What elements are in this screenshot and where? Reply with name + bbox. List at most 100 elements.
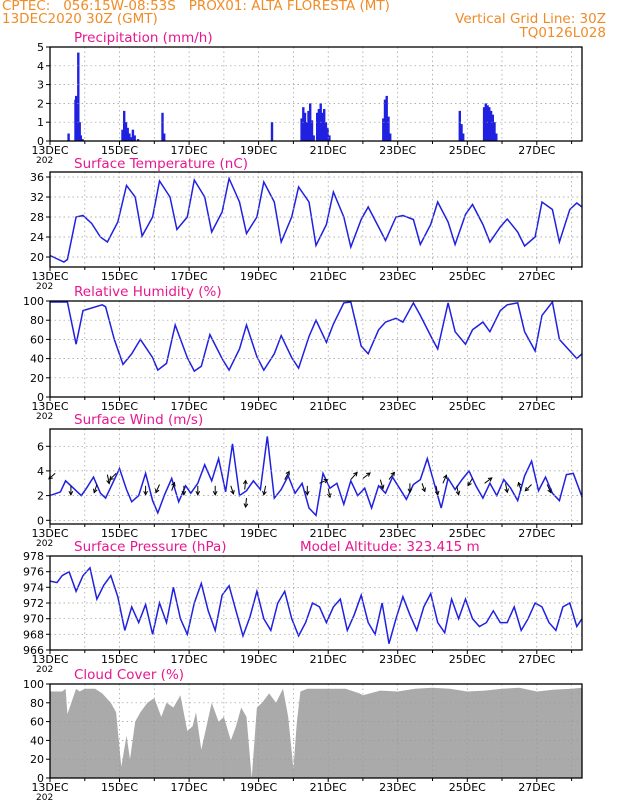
precip-bar [78,122,81,141]
wind-arrow-shaft [93,484,98,493]
precip-frame [49,46,583,142]
humidity-ytick-label: 0 [37,391,44,404]
temperature-ytick-label: 28 [30,211,44,224]
precip-ytick-label: 4 [37,60,44,73]
wind-arrow-head [366,472,371,477]
temperature-xtick-label: 13DEC [31,270,68,283]
wind-ytick-label: 4 [37,465,44,478]
pressure-ytick-label: 972 [23,597,44,610]
temperature-ytick-label: 36 [30,171,44,184]
precip-bar [81,139,84,141]
wind-series-line [49,436,583,518]
temperature-year-fragment: 202 [36,282,53,292]
temperature-ytick-label: 24 [30,231,44,244]
wind-arrow-head [285,470,290,476]
pressure-annotation: Model Altitude: 323.415 m [300,539,480,555]
precip-xtick-label: 27DEC [518,144,555,157]
precip-bar [300,118,303,141]
temperature-xtick-label: 23DEC [379,270,416,283]
wind-arrow-head [195,490,201,496]
cloud-area [50,687,582,778]
precip-ytick-label: 5 [37,41,44,54]
temperature-xtick-label: 17DEC [171,270,208,283]
cloud-ytick-label: 0 [37,772,44,785]
wind-arrow-shaft [442,474,447,484]
precip-xtick-label: 19DEC [240,144,277,157]
wind-arrow-shaft [230,485,234,495]
humidity-ytick-label: 20 [30,372,44,385]
precip-bar [488,107,491,141]
wind-year-fragment: 202 [36,539,53,549]
humidity-xtick-label: 15DEC [101,400,138,413]
precip-bar [136,139,140,141]
precip-bar [121,129,124,141]
precip-bar [323,109,326,141]
wind-xtick-label: 27DEC [518,527,555,540]
cloud-ytick-label: 20 [30,753,44,766]
precip-bar [317,109,321,141]
wind-arrow-head [304,490,310,496]
wind-arrow-head [487,477,493,482]
humidity-series-line [50,300,583,373]
wind-ytick-label: 0 [37,514,44,527]
wind-arrow-head [524,486,530,492]
wind-arrow-head [455,490,461,496]
temperature-frame [49,171,583,268]
wind-arrow-head [243,503,249,509]
header-grid-line-note: Vertical Grid Line: 30Z [455,11,606,27]
wind-arrow-shaft [518,482,522,491]
cloud-xtick-label: 21DEC [310,781,347,794]
wind-arrow-shaft [524,484,532,492]
precip-ytick-label: 2 [37,97,44,110]
cloud-year-fragment: 202 [36,793,53,800]
precip-bar [326,127,329,141]
wind-arrow-head [390,471,396,477]
pressure-xtick-label: 27DEC [518,653,555,666]
precip-xtick-label: 15DEC [101,144,138,157]
cloud-ytick-label: 100 [23,678,44,691]
cloud-xtick-label: 25DEC [449,781,486,794]
wind-arrow-head [434,490,440,496]
wind-arrow-head [68,490,74,496]
cloud-ytick-label: 60 [30,716,44,729]
wind-arrow-shaft [388,472,395,480]
wind-arrow-head [323,478,329,484]
precip-bar [389,133,392,141]
pressure-xtick-label: 19DEC [240,653,277,666]
humidity-title: Relative Humidity (%) [74,284,222,300]
wind-xtick-label: 17DEC [171,527,208,540]
wind-arrow-head [106,479,111,485]
precip-bar [123,110,126,141]
pressure-ytick-label: 966 [23,644,44,657]
wind-arrow-shaft [109,473,117,481]
wind-arrow-shaft [155,484,160,493]
pressure-xtick-label: 23DEC [379,653,416,666]
precip-bar [310,120,314,141]
humidity-ytick-label: 100 [23,295,44,308]
humidity-xtick-label: 25DEC [449,400,486,413]
wind-arrow-shaft [362,472,371,479]
humidity-year-fragment: 202 [36,412,53,422]
precip-bar [385,95,388,141]
wind-arrow-head [407,488,413,494]
header-model-code: TQ0126L028 [519,25,606,41]
precip-bar [124,122,128,141]
precip-ytick-label: 0 [37,135,44,148]
wind-arrow-shaft [379,479,384,489]
precip-bar [316,112,319,141]
temperature-xtick-label: 15DEC [101,270,138,283]
precip-bar [163,133,166,141]
cloud-xtick-label: 17DEC [171,781,208,794]
humidity-frame [49,300,583,398]
precip-bar [491,114,494,141]
wind-xtick-label: 19DEC [240,527,277,540]
pressure-xtick-label: 21DEC [310,653,347,666]
precip-bar [387,116,390,141]
wind-arrow-shaft [350,472,358,480]
pressure-xtick-label: 25DEC [449,653,486,666]
temperature-xtick-label: 19DEC [240,270,277,283]
precip-bar [77,52,80,141]
pressure-xtick-label: 17DEC [171,653,208,666]
precip-bar [324,122,328,141]
humidity-ytick-label: 80 [30,314,44,327]
